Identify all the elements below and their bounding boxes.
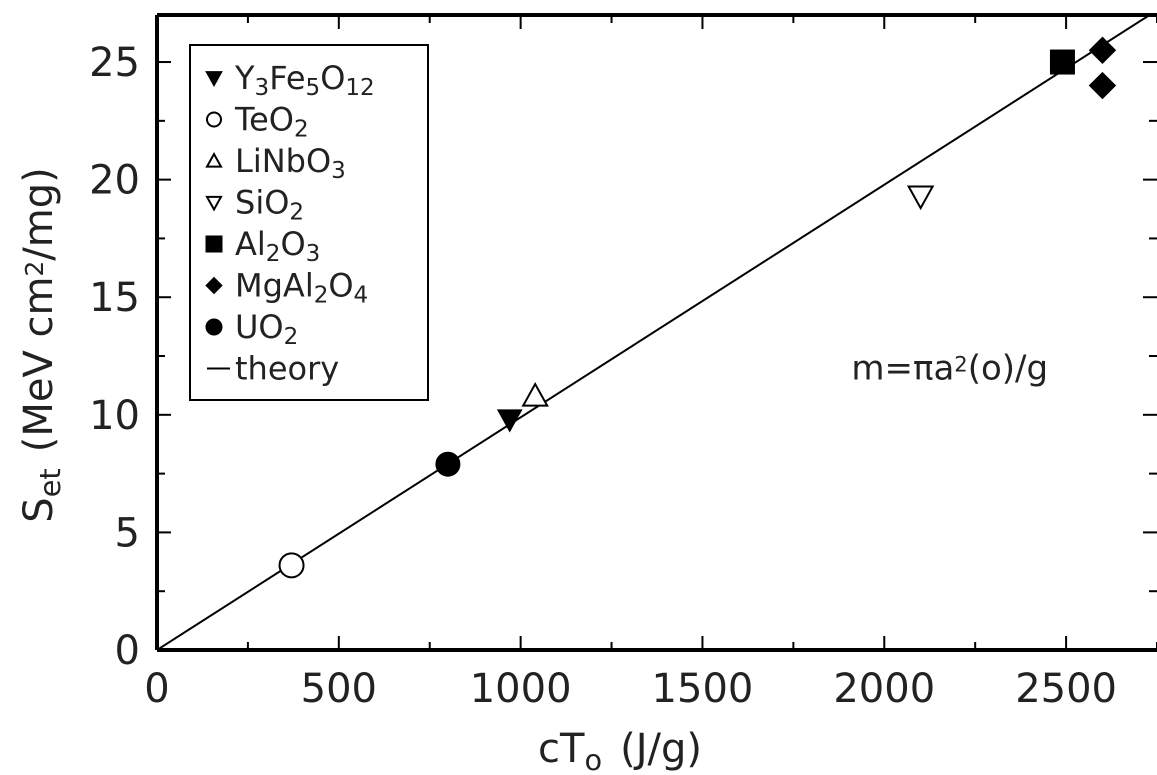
x-tick-label: 500 xyxy=(301,666,377,712)
data-point-teo2 xyxy=(278,552,305,579)
y-tick-label: 25 xyxy=(89,40,140,86)
annotation-text: m=πa2(o)/g xyxy=(851,349,1048,389)
y-tick-label: 15 xyxy=(89,275,140,321)
data-point-sio2 xyxy=(906,185,935,211)
legend-marker-y3fe5o12 xyxy=(205,71,223,88)
data-point-uo2 xyxy=(435,451,461,477)
legend-label-sio2: SiO2 xyxy=(235,184,304,226)
x-axis-label: cTo (J/g) xyxy=(538,726,702,775)
legend-label-y3fe5o12: Y3Fe5O12 xyxy=(234,59,375,101)
legend-label-teo2: TeO2 xyxy=(234,101,309,143)
legend-label-uo2: UO2 xyxy=(235,308,298,350)
legend-label-al2o3: Al2O3 xyxy=(235,225,320,267)
data-point-mgal2o4 xyxy=(1088,36,1117,64)
legend-label-linbo3: LiNbO3 xyxy=(235,142,346,184)
legend-label-theory: theory xyxy=(235,350,339,388)
data-point-linbo3 xyxy=(521,381,549,407)
legend-box xyxy=(189,44,429,401)
y-tick-label: 0 xyxy=(115,628,140,674)
y-tick-label: 5 xyxy=(115,510,140,556)
x-tick-label: 2500 xyxy=(1015,666,1117,712)
plot-area: 0 500 1000 1500 2000 2500 0 5 10 15 20 25 cTo (J/g) Se… xyxy=(16,13,1157,775)
legend-marker-sio2 xyxy=(205,195,223,212)
legend-marker-teo2 xyxy=(206,111,222,128)
y-axis-label: Set(MeV cm2/mg) xyxy=(16,167,67,522)
legend-marker-mgal2o4 xyxy=(205,276,223,295)
x-tick-label: 2000 xyxy=(833,666,935,712)
x-tick-label: 1000 xyxy=(470,666,572,712)
data-point-al2o3 xyxy=(1049,49,1075,75)
data-point-mgal2o4 xyxy=(1088,71,1117,100)
legend-label-mgal2o4: MgAl2O4 xyxy=(235,267,368,309)
x-tick-label: 1500 xyxy=(652,666,754,712)
legend-marker-al2o3 xyxy=(205,235,223,253)
data-point-y3fe5o12 xyxy=(496,409,523,433)
legend-marker-linbo3 xyxy=(205,151,223,168)
theory-line xyxy=(157,15,1152,650)
y-tick-label: 10 xyxy=(89,393,140,439)
legend-marker-uo2 xyxy=(205,318,223,336)
y-tick-label: 20 xyxy=(89,158,140,204)
x-tick-label: 0 xyxy=(144,666,169,712)
